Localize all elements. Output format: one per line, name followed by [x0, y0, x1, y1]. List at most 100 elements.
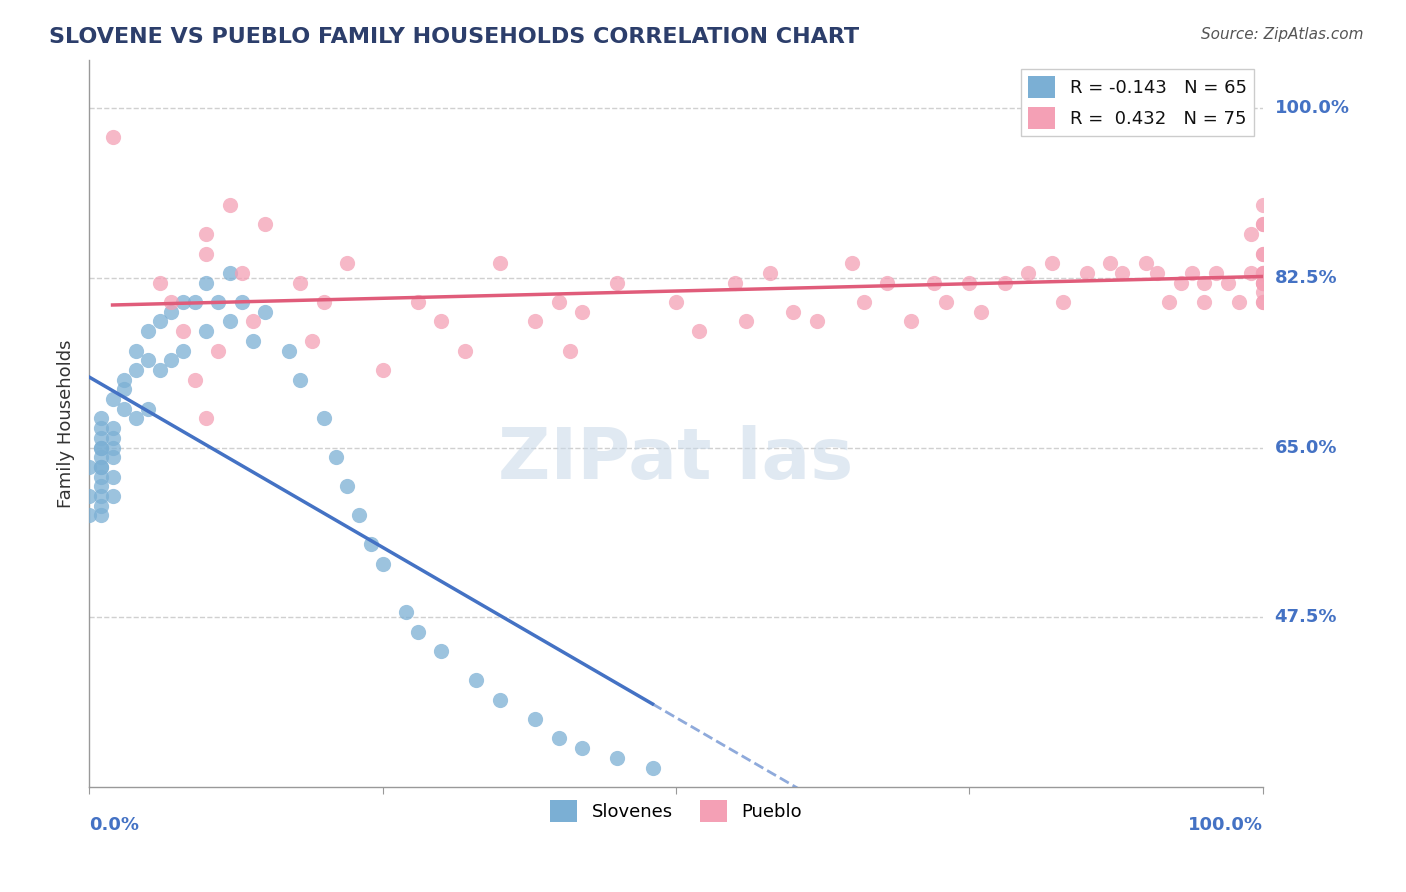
Point — [90, 450, 112, 465]
Point — [195, 276, 218, 290]
Text: 100.0%: 100.0% — [1188, 816, 1263, 834]
Point — [101, 421, 124, 435]
Point — [547, 731, 569, 746]
Point — [1111, 266, 1133, 280]
Point — [1240, 266, 1263, 280]
Point — [1251, 246, 1274, 260]
Point — [371, 363, 394, 377]
Point — [547, 295, 569, 310]
Point — [688, 324, 710, 338]
Point — [430, 314, 453, 328]
Point — [160, 353, 183, 368]
Point — [1251, 276, 1274, 290]
Point — [101, 392, 124, 406]
Text: 47.5%: 47.5% — [1275, 608, 1337, 626]
Legend: Slovenes, Pueblo: Slovenes, Pueblo — [543, 792, 810, 829]
Point — [852, 295, 875, 310]
Point — [1040, 256, 1063, 270]
Point — [125, 343, 148, 358]
Point — [735, 314, 758, 328]
Point — [560, 343, 582, 358]
Text: 65.0%: 65.0% — [1275, 439, 1337, 457]
Point — [571, 741, 593, 756]
Point — [183, 373, 205, 387]
Point — [90, 459, 112, 474]
Point — [77, 459, 100, 474]
Point — [101, 489, 124, 503]
Point — [160, 295, 183, 310]
Point — [994, 276, 1017, 290]
Point — [1099, 256, 1122, 270]
Point — [1157, 295, 1180, 310]
Point — [90, 441, 112, 455]
Point — [231, 266, 253, 280]
Point — [1181, 266, 1204, 280]
Text: ZIPat las: ZIPat las — [498, 425, 853, 494]
Point — [1240, 227, 1263, 242]
Point — [136, 401, 159, 416]
Point — [1251, 295, 1274, 310]
Point — [231, 295, 253, 310]
Point — [242, 334, 264, 348]
Point — [336, 256, 359, 270]
Point — [489, 692, 512, 706]
Point — [922, 276, 945, 290]
Point — [406, 295, 429, 310]
Point — [101, 130, 124, 145]
Point — [970, 304, 993, 318]
Point — [1017, 266, 1039, 280]
Point — [301, 334, 323, 348]
Point — [172, 295, 194, 310]
Point — [207, 343, 229, 358]
Point — [195, 246, 218, 260]
Point — [125, 363, 148, 377]
Point — [759, 266, 782, 280]
Point — [430, 644, 453, 658]
Point — [90, 469, 112, 483]
Point — [959, 276, 981, 290]
Point — [360, 537, 382, 551]
Point — [1251, 266, 1274, 280]
Point — [935, 295, 957, 310]
Point — [1251, 246, 1274, 260]
Point — [1135, 256, 1157, 270]
Point — [1192, 276, 1215, 290]
Text: 82.5%: 82.5% — [1275, 268, 1337, 287]
Point — [277, 343, 299, 358]
Point — [90, 421, 112, 435]
Point — [254, 304, 277, 318]
Point — [1251, 276, 1274, 290]
Point — [489, 256, 512, 270]
Point — [1251, 295, 1274, 310]
Point — [1146, 266, 1168, 280]
Point — [77, 489, 100, 503]
Point — [136, 353, 159, 368]
Point — [1251, 266, 1274, 280]
Point — [125, 411, 148, 425]
Point — [571, 304, 593, 318]
Point — [160, 304, 183, 318]
Point — [371, 557, 394, 571]
Point — [1052, 295, 1074, 310]
Point — [395, 606, 418, 620]
Point — [606, 276, 628, 290]
Point — [782, 304, 804, 318]
Point — [1229, 295, 1251, 310]
Point — [347, 508, 370, 523]
Point — [1251, 276, 1274, 290]
Point — [172, 324, 194, 338]
Point — [876, 276, 898, 290]
Point — [290, 276, 312, 290]
Point — [900, 314, 922, 328]
Point — [724, 276, 747, 290]
Point — [219, 198, 242, 212]
Point — [219, 266, 242, 280]
Text: Source: ZipAtlas.com: Source: ZipAtlas.com — [1201, 27, 1364, 42]
Point — [1170, 276, 1192, 290]
Point — [665, 295, 688, 310]
Point — [90, 441, 112, 455]
Point — [183, 295, 205, 310]
Point — [524, 712, 547, 726]
Point — [1076, 266, 1098, 280]
Point — [1251, 218, 1274, 232]
